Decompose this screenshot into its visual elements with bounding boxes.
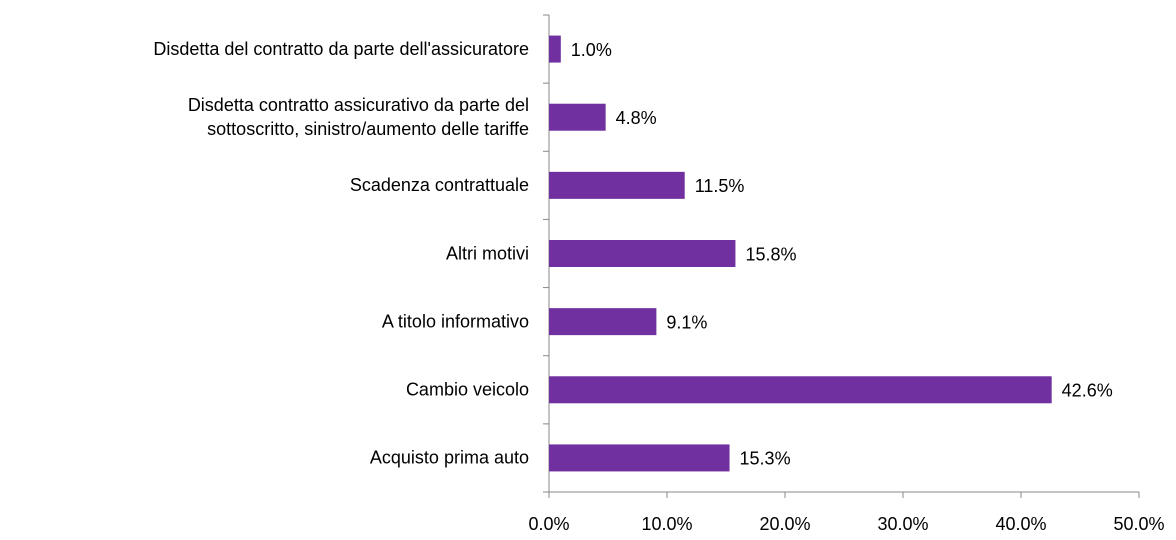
value-label: 9.1%	[666, 312, 707, 332]
bar	[549, 240, 736, 267]
y-tick-label: Scadenza contrattuale	[350, 175, 529, 195]
bar	[549, 35, 561, 63]
y-tick-label: Acquisto prima auto	[370, 448, 529, 468]
bar	[549, 376, 1052, 404]
value-label: 15.3%	[740, 449, 791, 469]
bar	[549, 103, 606, 131]
value-label: 4.8%	[616, 108, 657, 128]
value-label: 1.0%	[571, 40, 612, 60]
x-tick-label: 50.0%	[1113, 514, 1164, 534]
x-tick-label: 20.0%	[759, 514, 810, 534]
y-tick-label: Altri motivi	[446, 243, 529, 263]
value-label: 15.8%	[745, 244, 796, 264]
bar	[549, 171, 685, 199]
x-tick-label: 10.0%	[641, 514, 692, 534]
x-tick-label: 0.0%	[528, 514, 569, 534]
value-label: 11.5%	[695, 176, 745, 196]
x-tick-label: 40.0%	[995, 514, 1046, 534]
y-tick-label: Cambio veicolo	[406, 380, 529, 400]
bar	[549, 308, 657, 336]
x-tick-label: 30.0%	[877, 514, 928, 534]
y-tick-label: Disdetta del contratto da parte dell'ass…	[153, 39, 529, 59]
value-label: 42.6%	[1062, 381, 1113, 401]
y-tick-label: Disdetta contratto assicurativo da parte…	[188, 95, 529, 139]
bar	[549, 444, 730, 472]
y-tick-label: A titolo informativo	[382, 311, 529, 331]
